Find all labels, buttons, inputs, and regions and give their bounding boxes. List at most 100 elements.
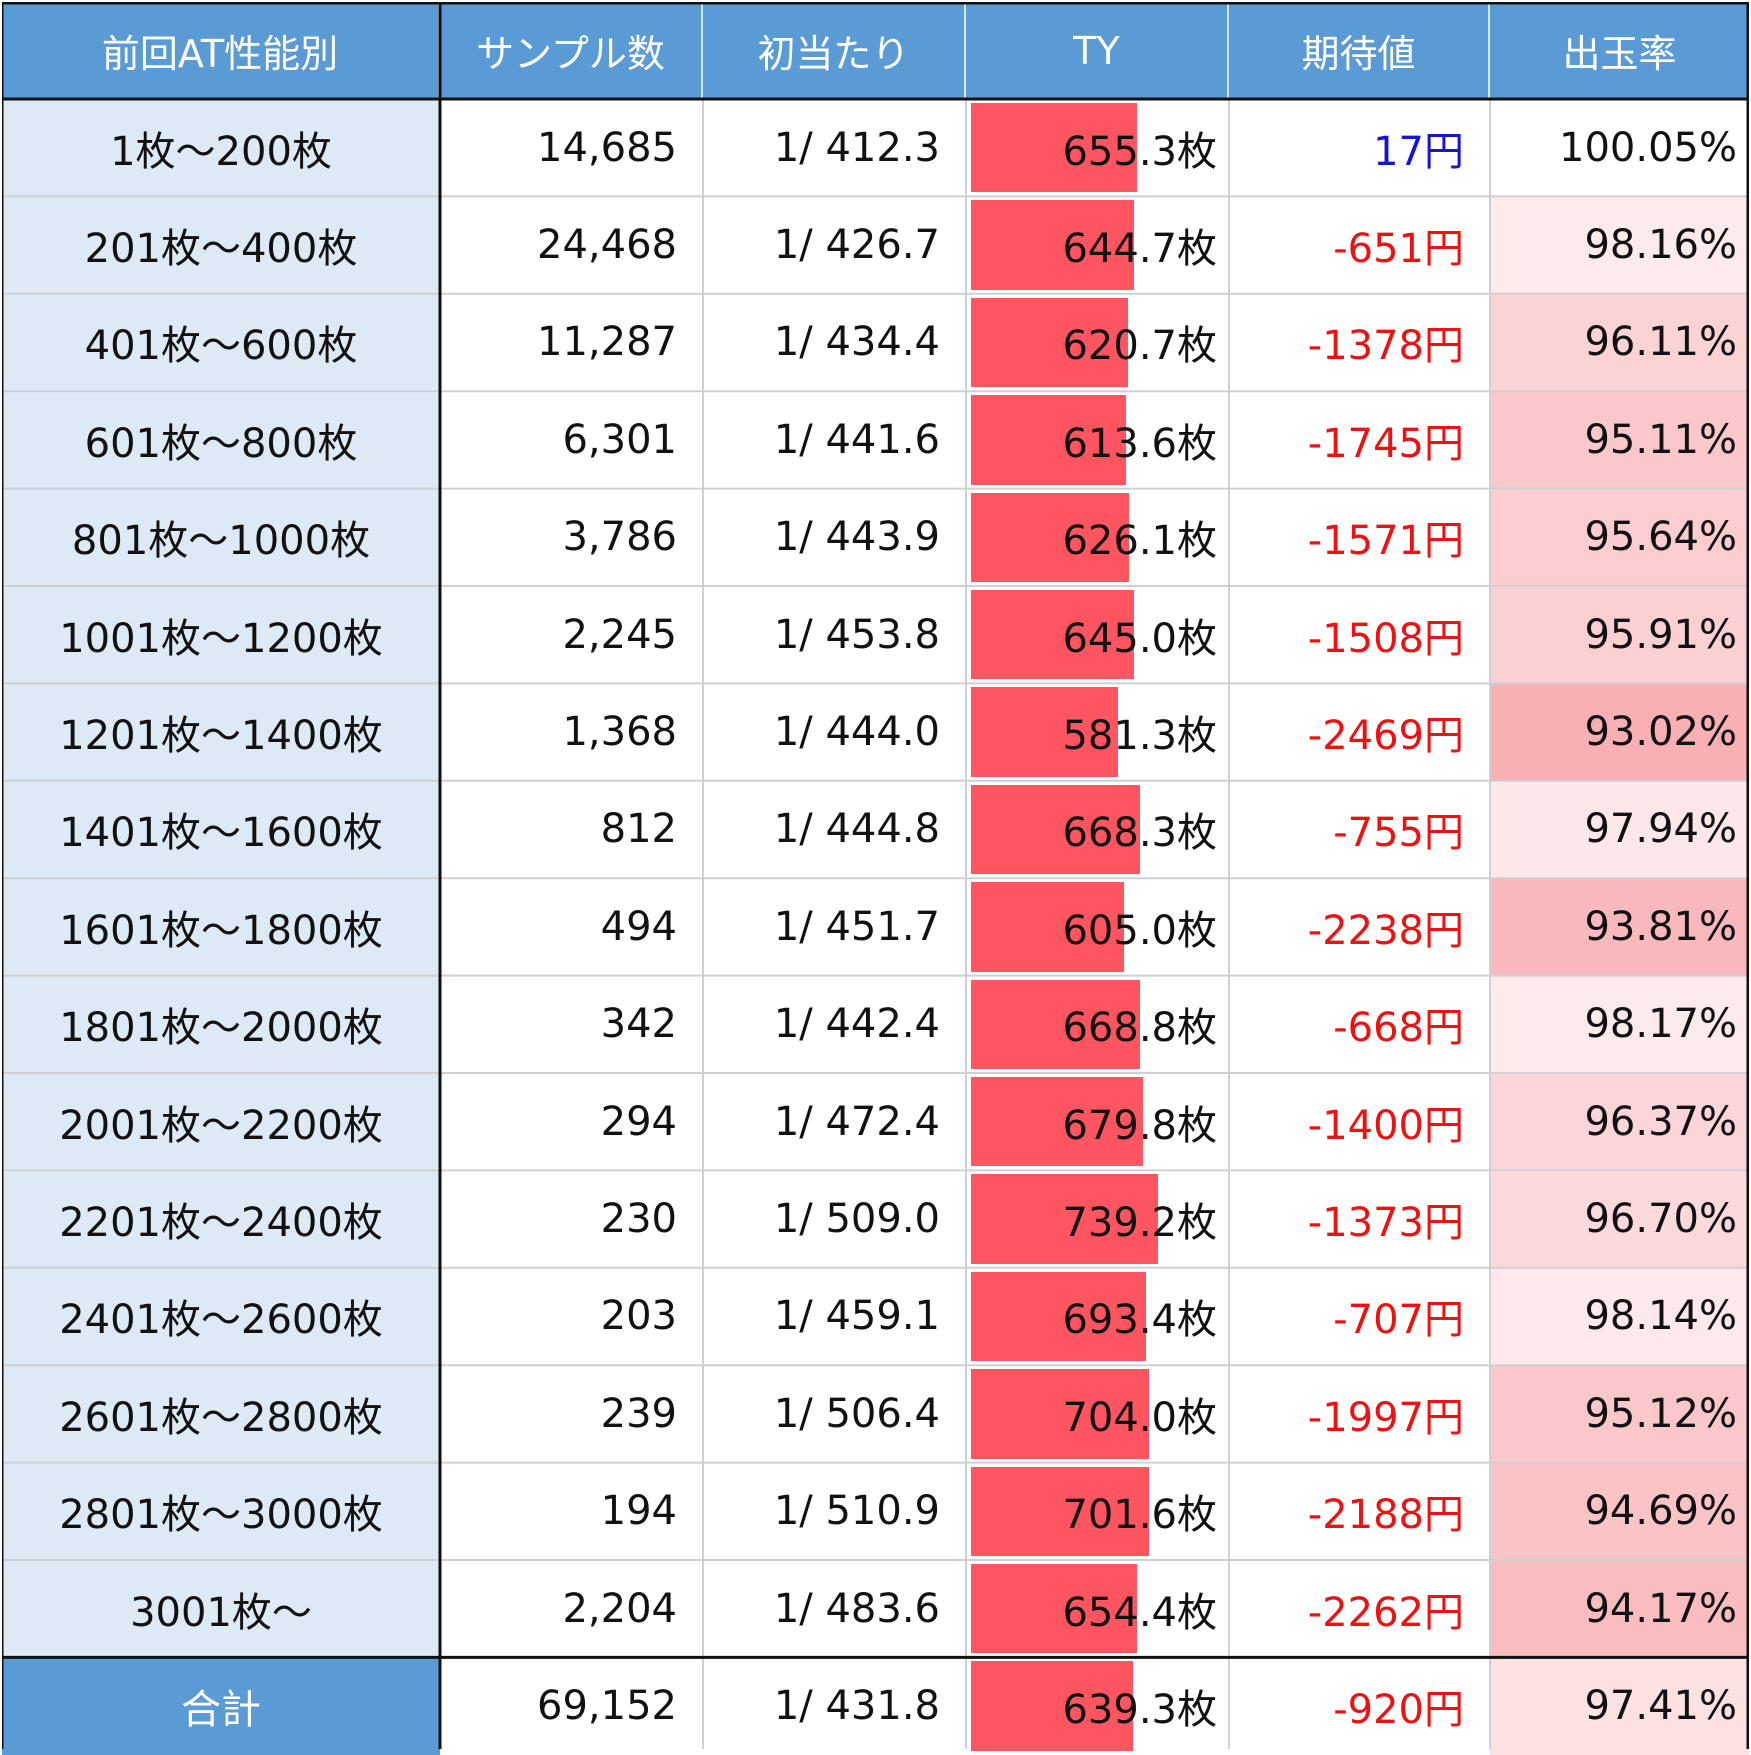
ty-cell: 701.6枚 — [966, 1463, 1229, 1560]
total-label: 合計 — [2, 1657, 440, 1755]
ty-bar — [971, 395, 1127, 485]
table-row: 2401枚～2600枚 203 1/ 459.1 693.4枚 -707円 98.14% — [2, 1267, 1749, 1366]
expected-value: -2238円 — [1307, 907, 1464, 954]
payout-rate: 96.70% — [1490, 1170, 1749, 1268]
range-label: 201枚～400枚 — [2, 196, 440, 294]
column-header: 前回AT性能別 — [2, 2, 440, 99]
ty-bar — [971, 979, 1141, 1069]
range-label: 1801枚～2000枚 — [2, 975, 440, 1073]
payout-rate: 95.64% — [1490, 488, 1749, 586]
first-hit-probability: 1/ 412.3 — [773, 124, 940, 171]
ty-cell: 644.7枚 — [966, 196, 1229, 293]
table-row: 601枚～800枚 6,301 1/ 441.6 613.6枚 -1745円 95.11% — [2, 391, 1749, 489]
ty-value: 655.3枚 — [1062, 128, 1217, 175]
ty-value: 679.8枚 — [1062, 1102, 1217, 1149]
ty-value: 739.2枚 — [1062, 1200, 1217, 1247]
expected-value: -707円 — [1333, 1297, 1464, 1344]
payout-rate: 94.17% — [1490, 1560, 1749, 1658]
ty-bar — [971, 1564, 1137, 1654]
sample-count: 11,287 — [537, 319, 677, 366]
expected-value: -1997円 — [1307, 1394, 1464, 1441]
table-row: 201枚～400枚 24,468 1/ 426.7 644.7枚 -651円 98.16% — [2, 196, 1749, 294]
range-label: 2401枚～2600枚 — [2, 1267, 440, 1366]
sample-count: 194 — [600, 1488, 677, 1535]
payout-rate: 93.81% — [1490, 878, 1749, 976]
ty-bar — [971, 492, 1130, 582]
payout-rate: 97.94% — [1490, 780, 1749, 879]
table-row: 2001枚～2200枚 294 1/ 472.4 679.8枚 -1400円 96.37% — [2, 1073, 1749, 1171]
first-hit-probability: 1/ 444.0 — [773, 709, 940, 756]
column-header: TY — [966, 2, 1229, 99]
ty-cell: 739.2枚 — [966, 1170, 1229, 1267]
column-header: 期待値 — [1229, 2, 1490, 99]
expected-value: 17円 — [1373, 128, 1464, 175]
table-row: 401枚～600枚 11,287 1/ 434.4 620.7枚 -1378円 96.11… — [2, 293, 1749, 392]
ty-cell: 668.8枚 — [966, 976, 1229, 1073]
ty-bar — [971, 687, 1119, 777]
first-hit-probability: 1/ 444.8 — [773, 806, 940, 853]
ty-bar — [971, 784, 1141, 875]
payout-rate: 95.11% — [1490, 391, 1749, 489]
expected-value: -2188円 — [1307, 1492, 1464, 1539]
ty-cell: 679.8枚 — [966, 1073, 1229, 1170]
first-hit-probability: 1/ 506.4 — [773, 1390, 940, 1437]
sample-count: 69,152 — [537, 1683, 677, 1730]
ty-value: 693.4枚 — [1062, 1297, 1217, 1344]
ty-value: 644.7枚 — [1062, 226, 1217, 273]
first-hit-probability: 1/ 451.7 — [773, 903, 940, 950]
first-hit-probability: 1/ 434.4 — [773, 319, 940, 366]
ty-value: 701.6枚 — [1062, 1492, 1217, 1539]
expected-value: -1745円 — [1307, 420, 1464, 467]
payout-rate: 95.91% — [1490, 586, 1749, 684]
table-row: 1001枚～1200枚 2,245 1/ 453.8 645.0枚 -1508円 95.9… — [2, 586, 1749, 684]
sample-count: 812 — [600, 806, 677, 853]
ty-value: 626.1枚 — [1062, 518, 1217, 565]
sample-count: 1,368 — [562, 709, 677, 756]
first-hit-probability: 1/ 510.9 — [773, 1488, 940, 1535]
table-row: 1801枚～2000枚 342 1/ 442.4 668.8枚 -668円 98.17% — [2, 975, 1749, 1073]
range-label: 1401枚～1600枚 — [2, 780, 440, 879]
ty-cell: 704.0枚 — [966, 1365, 1229, 1462]
range-label: 1201枚～1400枚 — [2, 683, 440, 781]
ty-value: 668.3枚 — [1062, 810, 1217, 857]
ty-value: 668.8枚 — [1062, 1005, 1217, 1052]
ty-bar — [971, 200, 1135, 290]
sample-count: 203 — [600, 1293, 677, 1340]
first-hit-probability: 1/ 443.9 — [773, 514, 940, 561]
first-hit-probability: 1/ 472.4 — [773, 1098, 940, 1145]
sample-count: 294 — [600, 1098, 677, 1145]
ty-bar — [971, 1174, 1159, 1264]
ty-cell: 581.3枚 — [966, 683, 1229, 780]
payout-rate: 97.41% — [1490, 1657, 1749, 1755]
first-hit-probability: 1/ 426.7 — [773, 222, 940, 269]
ty-bar — [971, 297, 1129, 388]
expected-value: -2469円 — [1307, 713, 1464, 760]
first-hit-probability: 1/ 483.6 — [773, 1585, 940, 1632]
total-row: 合計 69,152 1/ 431.8 639.3枚 -920円 97.41% — [2, 1657, 1749, 1755]
table-row: 1401枚～1600枚 812 1/ 444.8 668.3枚 -755円 97.94% — [2, 780, 1749, 879]
ty-bar — [971, 103, 1137, 193]
column-header: 出玉率 — [1490, 2, 1749, 99]
ty-bar — [971, 1077, 1143, 1167]
table-row: 1601枚～1800枚 494 1/ 451.7 605.0枚 -2238円 93.81% — [2, 878, 1749, 976]
first-hit-probability: 1/ 441.6 — [773, 416, 940, 463]
ty-value: 620.7枚 — [1062, 323, 1217, 370]
ty-cell: 655.3枚 — [966, 99, 1229, 196]
ty-value: 645.0枚 — [1062, 615, 1217, 662]
sample-count: 24,468 — [537, 222, 677, 269]
range-label: 1601枚～1800枚 — [2, 878, 440, 976]
ty-cell: 605.0枚 — [966, 878, 1229, 975]
ty-value: 581.3枚 — [1062, 713, 1217, 760]
expected-value: -2262円 — [1307, 1589, 1464, 1636]
expected-value: -1373円 — [1307, 1200, 1464, 1247]
sample-count: 3,786 — [562, 514, 677, 561]
ty-value: 613.6枚 — [1062, 420, 1217, 467]
range-label: 601枚～800枚 — [2, 391, 440, 489]
sample-count: 494 — [600, 903, 677, 950]
column-header: 初当たり — [703, 2, 966, 99]
range-label: 401枚～600枚 — [2, 293, 440, 392]
sample-count: 2,245 — [562, 611, 677, 658]
range-label: 801枚～1000枚 — [2, 488, 440, 586]
table-row: 3001枚～ 2,204 1/ 483.6 654.4枚 -2262円 94.17% — [2, 1560, 1749, 1658]
